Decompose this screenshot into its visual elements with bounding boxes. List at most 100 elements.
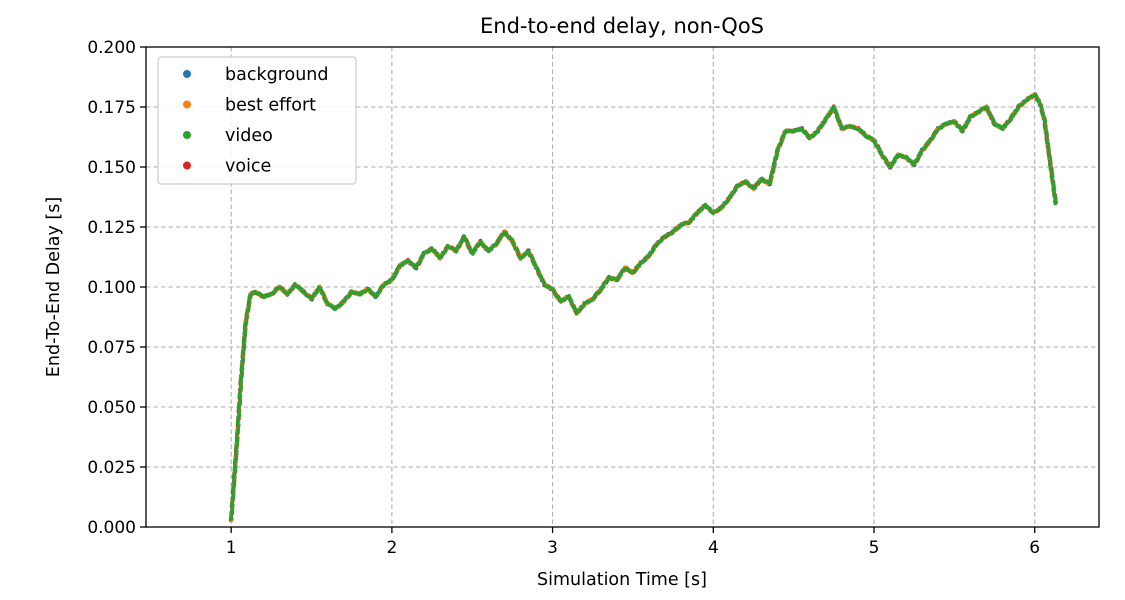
data-point-video xyxy=(231,490,235,495)
y-tick-label: 0.025 xyxy=(87,458,136,478)
x-axis-ticks: 1 2 3 4 5 6 xyxy=(226,527,1040,558)
data-point-video xyxy=(533,263,538,268)
data-point-video xyxy=(601,283,605,288)
data-point-video xyxy=(231,493,236,497)
data-point-video xyxy=(238,399,242,404)
data-point-video xyxy=(1051,189,1056,193)
data-point-video xyxy=(234,434,239,438)
data-point-video xyxy=(315,290,319,294)
data-point-video xyxy=(1050,176,1054,181)
data-point-video xyxy=(229,514,233,519)
data-point-video xyxy=(471,252,475,256)
data-point-video xyxy=(1037,99,1041,104)
data-point-video xyxy=(730,192,735,196)
data-point-video xyxy=(239,375,244,380)
legend: background best effort video voice xyxy=(157,56,357,185)
y-tick-label: 0.000 xyxy=(87,518,136,538)
data-point-video xyxy=(1043,122,1047,127)
legend-marker-video xyxy=(183,131,191,139)
data-point-video xyxy=(234,450,238,454)
x-tick-label: 2 xyxy=(386,538,397,558)
data-point-video xyxy=(234,447,238,452)
data-point-video xyxy=(1042,114,1046,119)
data-point-video xyxy=(247,298,251,303)
data-point-video xyxy=(238,396,242,401)
y-tick-label: 0.075 xyxy=(87,338,136,358)
y-tick-label: 0.150 xyxy=(87,158,136,178)
data-point-video xyxy=(619,270,624,275)
legend-label-video: video xyxy=(225,126,273,146)
data-point-video xyxy=(1048,156,1052,160)
data-point-video xyxy=(444,248,448,252)
y-axis-ticks: 0.000 0.025 0.050 0.075 0.100 0.125 0.150 0.175… xyxy=(87,38,146,538)
data-point-video xyxy=(243,333,247,337)
data-point-video xyxy=(935,129,939,133)
data-point-video xyxy=(419,258,423,263)
data-point-video xyxy=(777,145,781,149)
data-point-video xyxy=(1046,143,1051,148)
legend-items: background best effort video voice xyxy=(183,65,329,177)
data-point-video xyxy=(928,139,932,143)
data-point-video xyxy=(241,349,246,353)
data-point-video xyxy=(238,391,242,396)
data-point-video xyxy=(235,420,240,425)
legend-label-background: background xyxy=(225,65,329,85)
legend-label-voice: voice xyxy=(225,157,271,177)
y-tick-label: 0.100 xyxy=(87,278,136,298)
data-point-video xyxy=(1044,127,1048,132)
data-point-video xyxy=(960,127,965,132)
data-point-video xyxy=(1052,184,1056,188)
legend-marker-background xyxy=(183,70,191,78)
data-point-video xyxy=(1053,196,1058,201)
data-point-video xyxy=(569,300,574,305)
data-point-video xyxy=(1048,164,1052,168)
data-point-video xyxy=(247,306,251,311)
data-point-video xyxy=(458,243,462,248)
legend-marker-voice xyxy=(183,161,191,170)
x-tick-label: 1 xyxy=(226,538,237,558)
data-point-video xyxy=(512,244,517,248)
data-point-video xyxy=(833,108,838,113)
data-point-video xyxy=(986,107,990,112)
data-point-video xyxy=(230,498,235,503)
data-point-video xyxy=(237,413,242,417)
x-tick-label: 4 xyxy=(708,538,719,558)
data-point-video xyxy=(1043,120,1047,124)
data-point-video xyxy=(967,117,971,121)
x-tick-label: 5 xyxy=(869,538,880,558)
data-point-video xyxy=(233,468,238,473)
data-point-video xyxy=(235,442,240,446)
data-point-video xyxy=(835,113,839,117)
y-tick-label: 0.200 xyxy=(87,38,136,58)
legend-marker-best-effort xyxy=(183,100,191,109)
data-point-video xyxy=(244,312,249,316)
data-point-video xyxy=(322,294,327,299)
y-tick-label: 0.175 xyxy=(87,98,136,118)
data-point-video xyxy=(240,362,245,367)
data-point-video xyxy=(393,273,398,278)
data-point-video xyxy=(769,173,773,177)
data-point-video xyxy=(241,341,246,345)
chart-title: End-to-end delay, non-QoS xyxy=(480,14,764,38)
data-point-video xyxy=(838,120,842,125)
data-point-video xyxy=(468,247,473,252)
data-point-video xyxy=(240,370,244,375)
data-point-video xyxy=(232,477,236,481)
data-point-video xyxy=(772,165,776,170)
data-point-video xyxy=(375,293,379,298)
data-point-video xyxy=(237,404,241,409)
y-axis-label: End-To-End Delay [s] xyxy=(44,197,64,377)
x-axis-label: Simulation Time [s] xyxy=(537,570,707,590)
data-point-video xyxy=(244,320,249,324)
data-point-video xyxy=(1044,135,1049,140)
data-point-video xyxy=(768,180,773,185)
legend-label-best-effort: best effort xyxy=(225,96,316,116)
data-point-video xyxy=(230,506,235,511)
x-tick-label: 6 xyxy=(1029,538,1040,558)
data-point-video xyxy=(1012,111,1017,116)
data-point-video xyxy=(247,303,251,308)
data-point-video xyxy=(243,327,247,332)
data-point-video xyxy=(782,133,786,137)
data-point-video xyxy=(499,235,504,239)
